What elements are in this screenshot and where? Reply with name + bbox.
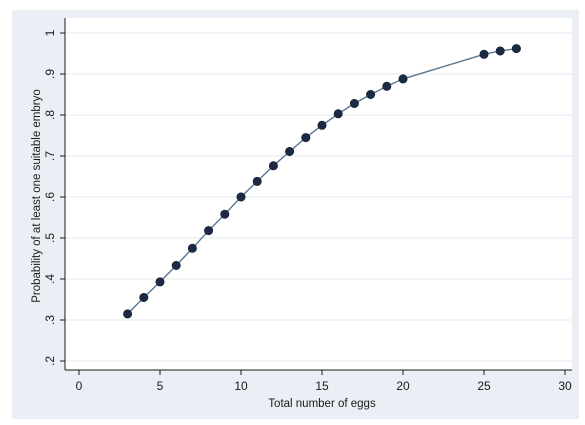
y-tick-label-8: 1 (43, 29, 57, 36)
data-point-7 (187, 243, 197, 253)
data-series (123, 44, 521, 319)
y-tick-label-7: .9 (43, 69, 57, 79)
data-point-6 (171, 260, 181, 270)
gridlines (65, 32, 572, 362)
y-tick-label-2: .4 (43, 274, 57, 284)
data-point-3 (123, 309, 133, 319)
data-point-18 (366, 90, 376, 100)
x-tick-label-4: 20 (396, 379, 410, 393)
y-tick-label-0: .2 (43, 356, 57, 366)
y-tick-label-1: .3 (43, 315, 57, 325)
data-point-17 (349, 99, 359, 109)
data-point-10 (236, 192, 246, 202)
x-tick-label-1: 5 (157, 379, 164, 393)
x-tick-label-2: 10 (234, 379, 248, 393)
y-tick-label-4: .6 (43, 192, 57, 202)
data-point-27 (511, 44, 521, 54)
plot-area (65, 18, 572, 370)
x-tick-label-6: 30 (558, 379, 572, 393)
data-point-8 (204, 226, 214, 236)
data-point-13 (285, 147, 295, 157)
data-point-5 (155, 277, 165, 287)
data-point-15 (317, 120, 327, 130)
data-point-11 (252, 176, 262, 186)
axes: .2.3.4.5.6.7.8.910 5 10 15 20 25 30 (43, 18, 572, 393)
x-tick-label-5: 25 (477, 379, 491, 393)
data-point-26 (495, 46, 505, 56)
data-point-25 (479, 49, 489, 59)
y-tick-label-6: .8 (43, 110, 57, 120)
data-point-12 (268, 161, 278, 171)
y-tick-label-3: .5 (43, 233, 57, 243)
x-tick-label-0: 0 (76, 379, 83, 393)
data-point-9 (220, 209, 230, 219)
data-point-16 (333, 109, 343, 119)
data-point-4 (139, 292, 149, 302)
data-point-20 (398, 74, 408, 84)
y-axis-title: Probability of at least one suitable emb… (31, 89, 43, 303)
x-axis-title: Total number of eggs (268, 398, 376, 410)
data-point-14 (301, 133, 311, 143)
data-point-19 (382, 81, 392, 91)
x-tick-label-3: 15 (315, 379, 329, 393)
y-tick-label-5: .7 (43, 151, 57, 161)
